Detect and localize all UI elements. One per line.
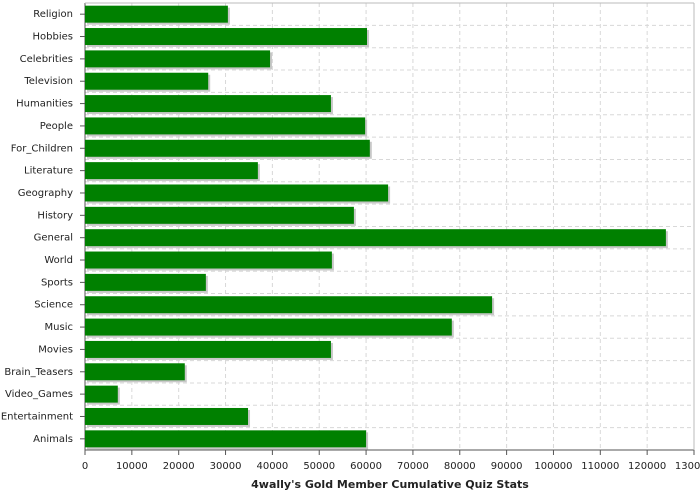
y-tick-label: Religion [33, 9, 73, 20]
x-tick-label: 80000 [444, 461, 476, 472]
bar [85, 5, 228, 23]
x-tick-label: 110000 [581, 461, 619, 472]
x-tick-label: 60000 [350, 461, 382, 472]
bar [85, 318, 452, 336]
bar [85, 162, 258, 180]
bar [85, 117, 366, 135]
bar [85, 139, 370, 157]
y-tick-label: World [44, 255, 73, 266]
bar [85, 251, 332, 269]
bar [85, 72, 209, 90]
y-tick-label: Movies [38, 344, 73, 355]
y-tick-label: General [34, 233, 73, 244]
x-tick-label: 100000 [534, 461, 572, 472]
bar [85, 363, 185, 381]
bar [85, 273, 206, 291]
x-tick-label: 20000 [163, 461, 195, 472]
y-tick-label: For_Children [11, 143, 73, 154]
x-tick-label: 130000 [675, 461, 700, 472]
y-tick-label: Hobbies [33, 32, 73, 43]
bar [85, 296, 493, 314]
bar [85, 340, 331, 358]
y-tick-label: Entertainment [1, 411, 73, 422]
x-tick-label: 70000 [397, 461, 429, 472]
bar [85, 385, 118, 403]
y-tick-label: Celebrities [20, 54, 73, 65]
bar [85, 95, 331, 113]
x-tick-label: 40000 [256, 461, 288, 472]
y-tick-label: Brain_Teasers [4, 367, 73, 378]
y-tick-label: Literature [24, 166, 73, 177]
y-tick-label: Television [23, 76, 73, 87]
bar [85, 28, 368, 46]
y-tick-label: Sports [41, 277, 73, 288]
y-tick-label: Science [34, 300, 73, 311]
x-tick-label: 120000 [628, 461, 666, 472]
y-tick-label: Animals [33, 434, 73, 445]
bar [85, 206, 354, 224]
bar [85, 50, 271, 68]
y-tick-label: Humanities [16, 99, 73, 110]
x-tick-label: 10000 [116, 461, 148, 472]
x-tick-label: 50000 [303, 461, 335, 472]
x-tick-label: 30000 [210, 461, 242, 472]
bar [85, 430, 367, 448]
y-tick-label: Video_Games [5, 389, 73, 400]
bar [85, 184, 389, 202]
x-tick-label: 0 [82, 461, 88, 472]
x-tick-label: 90000 [491, 461, 523, 472]
y-tick-label: Music [45, 322, 73, 333]
bar [85, 407, 249, 425]
bar [85, 229, 666, 247]
y-tick-label: History [37, 210, 73, 221]
y-tick-label: Geography [18, 188, 73, 199]
x-axis-title: 4wally's Gold Member Cumulative Quiz Sta… [251, 478, 529, 491]
y-tick-label: People [40, 121, 73, 132]
